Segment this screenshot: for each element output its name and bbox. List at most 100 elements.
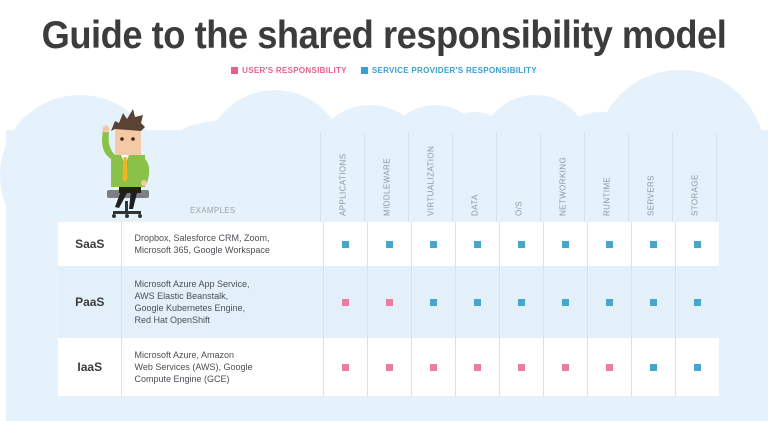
example-line: AWS Elastic Beanstalk,	[134, 291, 229, 301]
responsibility-cell-virtualization	[411, 222, 455, 266]
column-header-label: VIRTUALIZATION	[426, 145, 436, 216]
provider-responsibility-marker-icon	[342, 240, 349, 248]
column-header-label: STORAGE	[690, 174, 700, 216]
provider-responsibility-marker-icon	[430, 298, 437, 306]
page-title: Guide to the shared responsibility model	[41, 14, 727, 57]
responsibility-cell-runtime	[587, 266, 631, 338]
user-responsibility-marker-icon	[606, 363, 613, 371]
responsibility-cell-data	[455, 222, 499, 266]
column-header-label: RUNTIME	[602, 176, 612, 216]
provider-responsibility-marker-icon	[694, 240, 701, 248]
column-header-label: SERVERS	[646, 175, 656, 216]
responsibility-cell-os	[499, 266, 543, 338]
provider-responsibility-marker-icon	[650, 298, 657, 306]
user-responsibility-marker-icon	[518, 363, 525, 371]
responsibility-table: SaaS Dropbox, Salesforce CRM, Zoom, Micros…	[58, 222, 719, 396]
responsibility-cell-servers	[631, 338, 675, 396]
responsibility-cell-middleware	[367, 222, 411, 266]
example-line: Microsoft Azure, Amazon	[134, 350, 235, 360]
table-row-iaas: IaaS Microsoft Azure, Amazon Web Services …	[58, 338, 719, 396]
example-line: Microsoft 365, Google Workspace	[134, 245, 270, 255]
column-header-storage: STORAGE	[673, 136, 717, 216]
legend-provider-label: SERVICE PROVIDER'S RESPONSIBILITY	[371, 66, 537, 75]
responsibility-cell-servers	[631, 222, 675, 266]
example-line: Red Hat OpenShift	[134, 315, 211, 325]
user-responsibility-marker-icon	[386, 298, 393, 306]
responsibility-cell-servers	[631, 266, 675, 338]
examples-cell: Microsoft Azure, Amazon Web Services (AWS…	[122, 338, 323, 396]
thinking-man-illustration-icon	[102, 109, 150, 218]
provider-responsibility-marker-icon	[650, 363, 657, 371]
service-model-label: IaaS	[58, 338, 123, 396]
responsibility-cell-networking	[543, 222, 587, 266]
table-row-saas: SaaS Dropbox, Salesforce CRM, Zoom, Micros…	[58, 222, 719, 266]
provider-responsibility-marker-icon	[386, 240, 393, 248]
responsibility-cell-runtime	[587, 338, 631, 396]
responsibility-cell-networking	[543, 266, 587, 338]
legend: USER'S RESPONSIBILITY SERVICE PROVIDER'S…	[0, 66, 768, 75]
responsibility-cell-virtualization	[411, 338, 455, 396]
example-line: Dropbox, Salesforce CRM, Zoom,	[134, 233, 270, 243]
examples-column-header: EXAMPLES	[190, 206, 236, 215]
responsibility-cell-applications	[323, 266, 367, 338]
responsibility-cell-os	[499, 222, 543, 266]
example-line: Microsoft Azure App Service,	[134, 279, 250, 289]
column-header-data: DATA	[453, 136, 497, 216]
service-model-label: SaaS	[58, 222, 123, 266]
provider-responsibility-marker-icon	[562, 298, 569, 306]
column-header-label: DATA	[470, 194, 480, 216]
legend-user: USER'S RESPONSIBILITY	[231, 66, 347, 75]
responsibility-cell-applications	[323, 338, 367, 396]
example-line: Google Kubernetes Engine,	[134, 303, 246, 313]
provider-responsibility-marker-icon	[562, 240, 569, 248]
provider-responsibility-marker-icon	[474, 240, 481, 248]
user-responsibility-marker-icon	[386, 363, 393, 371]
table-row-paas: PaaS Microsoft Azure App Service, AWS Elas…	[58, 266, 719, 338]
provider-responsibility-marker-icon	[694, 363, 701, 371]
column-header-applications: APPLICATIONS	[321, 136, 365, 216]
column-header-virtualization: VIRTUALIZATION	[409, 136, 453, 216]
responsibility-cell-data	[455, 338, 499, 396]
provider-responsibility-marker-icon	[606, 298, 613, 306]
user-responsibility-marker-icon	[562, 363, 569, 371]
user-responsibility-marker-icon	[342, 363, 349, 371]
provider-responsibility-marker-icon	[694, 298, 701, 306]
legend-user-label: USER'S RESPONSIBILITY	[242, 66, 347, 75]
column-header-label: NETWORKING	[558, 156, 568, 216]
examples-cell: Dropbox, Salesforce CRM, Zoom, Microsoft …	[122, 222, 323, 266]
responsibility-cell-virtualization	[411, 266, 455, 338]
responsibility-cell-runtime	[587, 222, 631, 266]
responsibility-cell-applications	[323, 222, 367, 266]
user-swatch-icon	[231, 67, 239, 74]
responsibility-cell-data	[455, 266, 499, 338]
responsibility-cell-os	[499, 338, 543, 396]
provider-responsibility-marker-icon	[650, 240, 657, 248]
service-model-label: PaaS	[58, 266, 123, 338]
responsibility-cell-storage	[675, 338, 719, 396]
responsibility-cell-storage	[675, 266, 719, 338]
user-responsibility-marker-icon	[474, 363, 481, 371]
provider-responsibility-marker-icon	[518, 240, 525, 248]
provider-responsibility-marker-icon	[474, 298, 481, 306]
provider-swatch-icon	[360, 67, 368, 74]
column-header-middleware: MIDDLEWARE	[365, 136, 409, 216]
responsibility-cell-networking	[543, 338, 587, 396]
column-header-runtime: RUNTIME	[585, 136, 629, 216]
responsibility-cell-middleware	[367, 338, 411, 396]
column-header-networking: NETWORKING	[541, 136, 585, 216]
provider-responsibility-marker-icon	[518, 298, 525, 306]
example-line: Web Services (AWS), Google	[134, 362, 253, 372]
column-header-os: O/S	[497, 136, 541, 216]
user-responsibility-marker-icon	[430, 363, 437, 371]
column-header-servers: SERVERS	[629, 136, 673, 216]
provider-responsibility-marker-icon	[430, 240, 437, 248]
column-header-label: MIDDLEWARE	[382, 158, 392, 216]
responsibility-cell-storage	[675, 222, 719, 266]
example-line: Compute Engine (GCE)	[134, 374, 230, 384]
column-header-label: O/S	[514, 201, 524, 216]
user-responsibility-marker-icon	[342, 298, 349, 306]
provider-responsibility-marker-icon	[606, 240, 613, 248]
responsibility-cell-middleware	[367, 266, 411, 338]
examples-cell: Microsoft Azure App Service, AWS Elastic …	[122, 266, 323, 338]
